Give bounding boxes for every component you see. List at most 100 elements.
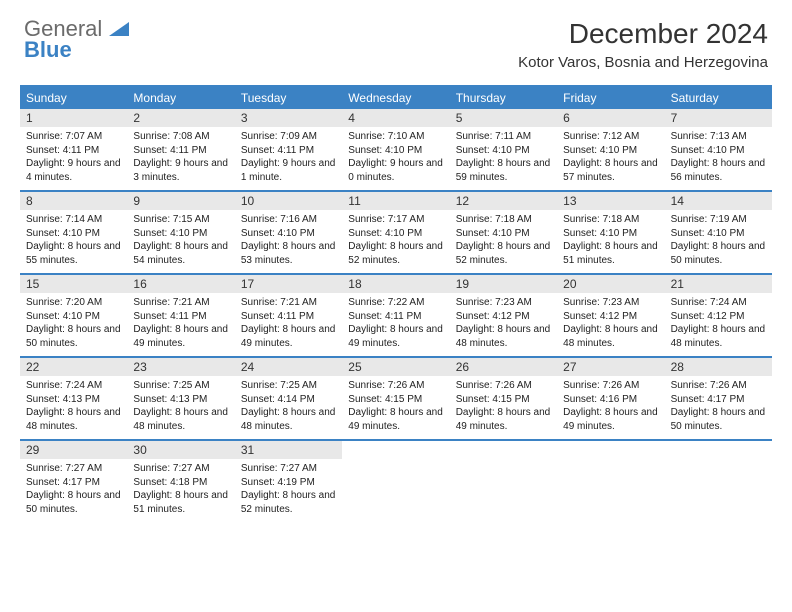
sunrise-line: Sunrise: 7:23 AM (456, 296, 551, 310)
week-row: 29Sunrise: 7:27 AMSunset: 4:17 PMDayligh… (20, 441, 772, 522)
daylight-line: Daylight: 8 hours and 49 minutes. (348, 323, 443, 350)
sunrise-line: Sunrise: 7:26 AM (456, 379, 551, 393)
sunrise-line: Sunrise: 7:17 AM (348, 213, 443, 227)
day-number: 22 (20, 358, 127, 376)
sunset-line: Sunset: 4:10 PM (26, 310, 121, 324)
day-cell: 6Sunrise: 7:12 AMSunset: 4:10 PMDaylight… (557, 109, 664, 190)
day-body: Sunrise: 7:15 AMSunset: 4:10 PMDaylight:… (127, 210, 234, 267)
day-body: Sunrise: 7:10 AMSunset: 4:10 PMDaylight:… (342, 127, 449, 184)
day-body: Sunrise: 7:26 AMSunset: 4:15 PMDaylight:… (450, 376, 557, 433)
day-body: Sunrise: 7:26 AMSunset: 4:17 PMDaylight:… (665, 376, 772, 433)
daylight-line: Daylight: 8 hours and 48 minutes. (133, 406, 228, 433)
day-cell: 2Sunrise: 7:08 AMSunset: 4:11 PMDaylight… (127, 109, 234, 190)
day-number: 26 (450, 358, 557, 376)
daylight-line: Daylight: 8 hours and 59 minutes. (456, 157, 551, 184)
day-cell: 12Sunrise: 7:18 AMSunset: 4:10 PMDayligh… (450, 192, 557, 273)
sunrise-line: Sunrise: 7:19 AM (671, 213, 766, 227)
day-body: Sunrise: 7:27 AMSunset: 4:17 PMDaylight:… (20, 459, 127, 516)
dow-friday: Friday (557, 87, 664, 109)
sunset-line: Sunset: 4:10 PM (348, 227, 443, 241)
sunset-line: Sunset: 4:12 PM (456, 310, 551, 324)
day-cell: 13Sunrise: 7:18 AMSunset: 4:10 PMDayligh… (557, 192, 664, 273)
daylight-line: Daylight: 8 hours and 54 minutes. (133, 240, 228, 267)
day-number: 31 (235, 441, 342, 459)
sunset-line: Sunset: 4:10 PM (241, 227, 336, 241)
day-number: 12 (450, 192, 557, 210)
day-cell: 15Sunrise: 7:20 AMSunset: 4:10 PMDayligh… (20, 275, 127, 356)
sunset-line: Sunset: 4:12 PM (563, 310, 658, 324)
day-number: 18 (342, 275, 449, 293)
day-cell: 14Sunrise: 7:19 AMSunset: 4:10 PMDayligh… (665, 192, 772, 273)
day-body: Sunrise: 7:27 AMSunset: 4:19 PMDaylight:… (235, 459, 342, 516)
sunset-line: Sunset: 4:10 PM (133, 227, 228, 241)
sunrise-line: Sunrise: 7:10 AM (348, 130, 443, 144)
sunset-line: Sunset: 4:19 PM (241, 476, 336, 490)
day-body: Sunrise: 7:09 AMSunset: 4:11 PMDaylight:… (235, 127, 342, 184)
day-cell: 31Sunrise: 7:27 AMSunset: 4:19 PMDayligh… (235, 441, 342, 522)
sunrise-line: Sunrise: 7:22 AM (348, 296, 443, 310)
dow-thursday: Thursday (450, 87, 557, 109)
day-cell: 16Sunrise: 7:21 AMSunset: 4:11 PMDayligh… (127, 275, 234, 356)
day-number (342, 441, 449, 445)
sunrise-line: Sunrise: 7:21 AM (241, 296, 336, 310)
sunset-line: Sunset: 4:16 PM (563, 393, 658, 407)
sunset-line: Sunset: 4:10 PM (26, 227, 121, 241)
day-body: Sunrise: 7:26 AMSunset: 4:15 PMDaylight:… (342, 376, 449, 433)
day-cell: 4Sunrise: 7:10 AMSunset: 4:10 PMDaylight… (342, 109, 449, 190)
sunrise-line: Sunrise: 7:24 AM (26, 379, 121, 393)
sunset-line: Sunset: 4:10 PM (563, 144, 658, 158)
day-number: 8 (20, 192, 127, 210)
day-body: Sunrise: 7:08 AMSunset: 4:11 PMDaylight:… (127, 127, 234, 184)
daylight-line: Daylight: 8 hours and 49 minutes. (456, 406, 551, 433)
day-body: Sunrise: 7:18 AMSunset: 4:10 PMDaylight:… (557, 210, 664, 267)
day-number: 5 (450, 109, 557, 127)
sunrise-line: Sunrise: 7:09 AM (241, 130, 336, 144)
daylight-line: Daylight: 8 hours and 48 minutes. (241, 406, 336, 433)
day-body: Sunrise: 7:16 AMSunset: 4:10 PMDaylight:… (235, 210, 342, 267)
day-number: 15 (20, 275, 127, 293)
day-number: 9 (127, 192, 234, 210)
sunset-line: Sunset: 4:10 PM (671, 144, 766, 158)
day-number: 27 (557, 358, 664, 376)
daylight-line: Daylight: 8 hours and 56 minutes. (671, 157, 766, 184)
daylight-line: Daylight: 8 hours and 49 minutes. (133, 323, 228, 350)
sunrise-line: Sunrise: 7:14 AM (26, 213, 121, 227)
location-label: Kotor Varos, Bosnia and Herzegovina (518, 54, 768, 71)
day-body: Sunrise: 7:23 AMSunset: 4:12 PMDaylight:… (557, 293, 664, 350)
day-cell: 18Sunrise: 7:22 AMSunset: 4:11 PMDayligh… (342, 275, 449, 356)
daylight-line: Daylight: 8 hours and 50 minutes. (671, 406, 766, 433)
day-cell: 22Sunrise: 7:24 AMSunset: 4:13 PMDayligh… (20, 358, 127, 439)
sunrise-line: Sunrise: 7:23 AM (563, 296, 658, 310)
day-body: Sunrise: 7:14 AMSunset: 4:10 PMDaylight:… (20, 210, 127, 267)
day-number: 30 (127, 441, 234, 459)
sunset-line: Sunset: 4:11 PM (26, 144, 121, 158)
sunrise-line: Sunrise: 7:25 AM (133, 379, 228, 393)
sunrise-line: Sunrise: 7:11 AM (456, 130, 551, 144)
day-cell: 1Sunrise: 7:07 AMSunset: 4:11 PMDaylight… (20, 109, 127, 190)
day-cell: 3Sunrise: 7:09 AMSunset: 4:11 PMDaylight… (235, 109, 342, 190)
sunrise-line: Sunrise: 7:26 AM (563, 379, 658, 393)
day-body: Sunrise: 7:13 AMSunset: 4:10 PMDaylight:… (665, 127, 772, 184)
day-number: 20 (557, 275, 664, 293)
day-cell: 25Sunrise: 7:26 AMSunset: 4:15 PMDayligh… (342, 358, 449, 439)
day-cell: 11Sunrise: 7:17 AMSunset: 4:10 PMDayligh… (342, 192, 449, 273)
sunrise-line: Sunrise: 7:26 AM (348, 379, 443, 393)
week-row: 22Sunrise: 7:24 AMSunset: 4:13 PMDayligh… (20, 358, 772, 441)
day-body: Sunrise: 7:19 AMSunset: 4:10 PMDaylight:… (665, 210, 772, 267)
daylight-line: Daylight: 8 hours and 51 minutes. (133, 489, 228, 516)
daylight-line: Daylight: 8 hours and 49 minutes. (348, 406, 443, 433)
sunset-line: Sunset: 4:15 PM (456, 393, 551, 407)
week-row: 1Sunrise: 7:07 AMSunset: 4:11 PMDaylight… (20, 109, 772, 192)
sunrise-line: Sunrise: 7:20 AM (26, 296, 121, 310)
sunset-line: Sunset: 4:11 PM (133, 144, 228, 158)
daylight-line: Daylight: 8 hours and 48 minutes. (671, 323, 766, 350)
day-cell: 23Sunrise: 7:25 AMSunset: 4:13 PMDayligh… (127, 358, 234, 439)
day-number: 4 (342, 109, 449, 127)
sunset-line: Sunset: 4:11 PM (241, 144, 336, 158)
day-body: Sunrise: 7:27 AMSunset: 4:18 PMDaylight:… (127, 459, 234, 516)
day-body: Sunrise: 7:24 AMSunset: 4:12 PMDaylight:… (665, 293, 772, 350)
day-cell: 9Sunrise: 7:15 AMSunset: 4:10 PMDaylight… (127, 192, 234, 273)
day-number: 16 (127, 275, 234, 293)
day-number: 29 (20, 441, 127, 459)
daylight-line: Daylight: 8 hours and 49 minutes. (563, 406, 658, 433)
